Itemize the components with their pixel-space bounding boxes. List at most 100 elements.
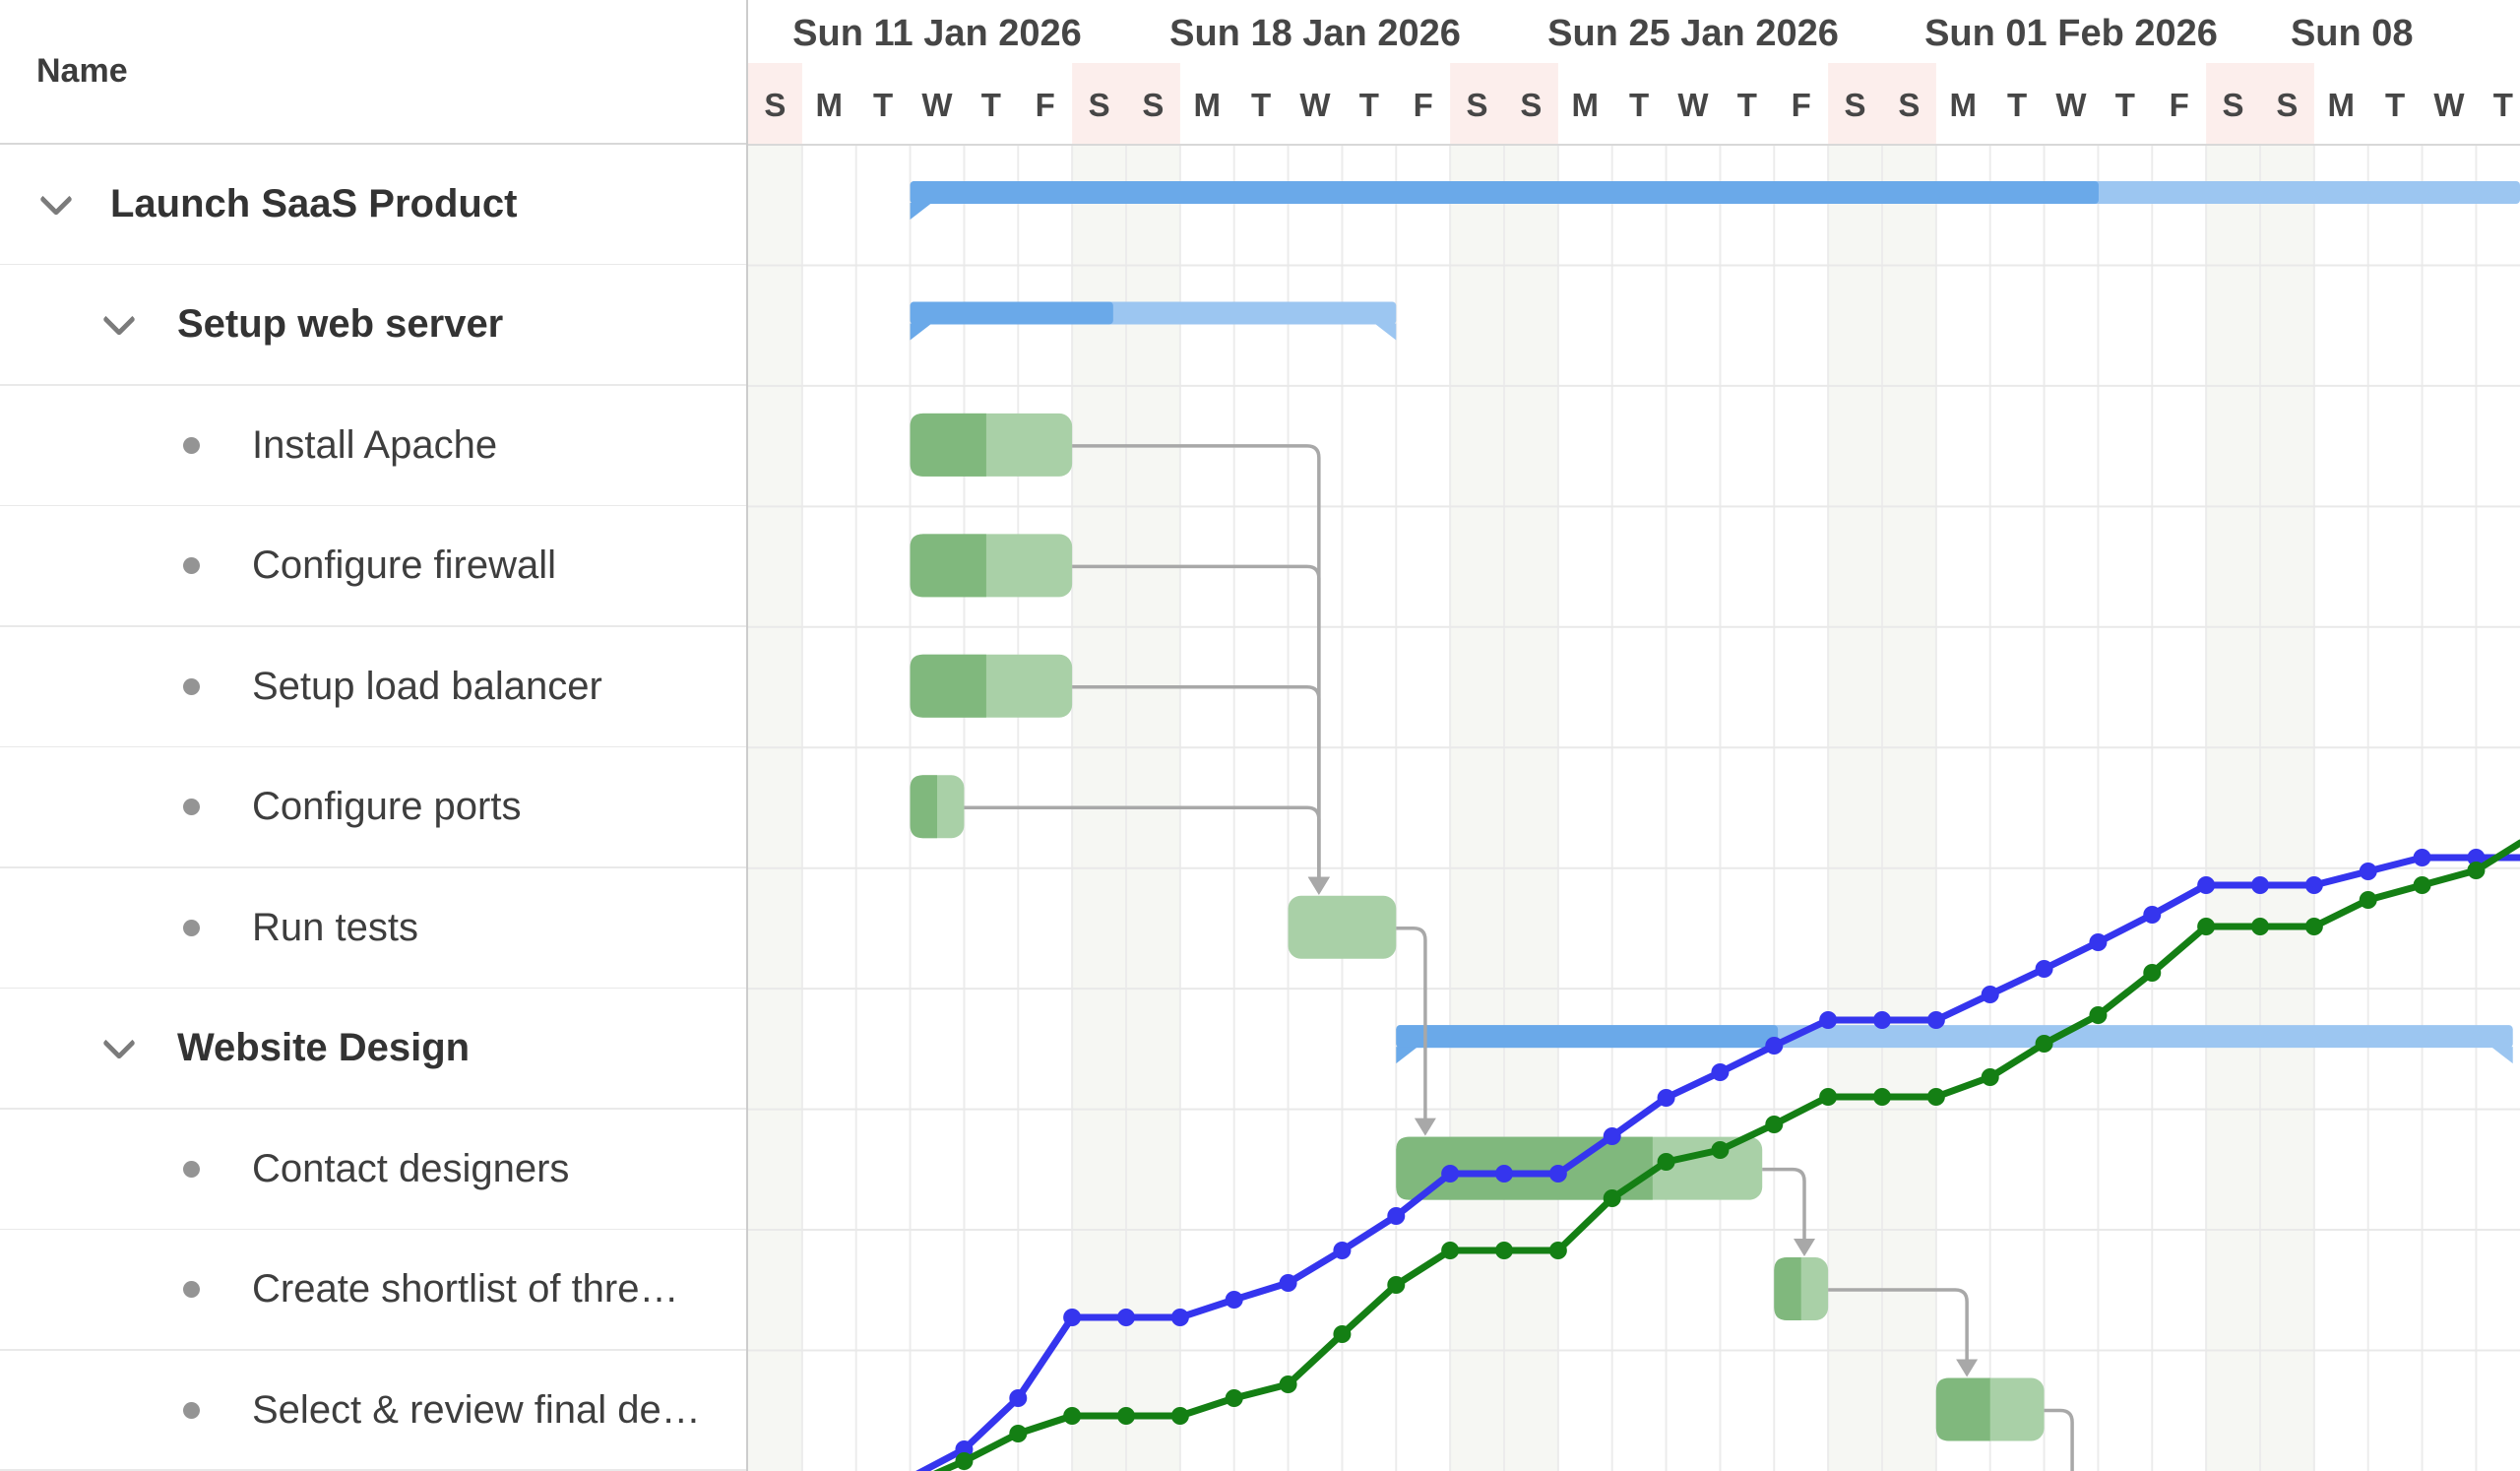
weekend-column-tint [1503,145,1558,1471]
task-label: Launch SaaS Product [110,182,518,225]
task-row-setup-web-server[interactable]: Setup web server [0,265,746,386]
progress-point-planned [1387,1207,1406,1225]
summary-bar-tail [1374,323,1397,341]
task-grid-panel: Name Launch SaaS Product Setup web serve… [0,0,748,1471]
chevron-down-icon[interactable] [102,301,136,336]
progress-point-actual [1063,1407,1082,1425]
weekend-column-tint [1881,145,1936,1471]
progress-point-planned [1333,1242,1352,1259]
progress-point-actual [1494,1242,1513,1259]
progress-point-actual [2250,918,2269,935]
weekend-header-tint [1450,63,1504,145]
weekend-column-tint [2206,145,2260,1471]
day-letter: W [2433,87,2465,123]
day-letter: M [1572,87,1600,123]
task-row-install-apache[interactable]: Install Apache [0,386,746,507]
weekend-header-tint [2259,63,2314,145]
task-row-contact-designers[interactable]: Contact designers [0,1110,746,1231]
bullet-icon [183,437,200,454]
summary-bar-progress [1396,1025,1779,1049]
progress-point-planned [2250,876,2269,894]
summary-bar-tail [2490,1047,2513,1064]
day-letter: S [1089,87,1110,123]
task-bar-progress [910,534,986,598]
summary-bar-progress [910,301,1113,325]
summary-bar-tail [1396,1047,1418,1064]
task-label: Create shortlist of thre… [252,1267,679,1311]
day-letter: T [1629,87,1649,123]
dependency-line [1072,685,1321,878]
summary-bar-tail [910,203,932,220]
dependency-arrow-icon [1956,1359,1979,1377]
progress-point-planned [2143,906,2162,924]
bullet-icon [183,1401,200,1419]
task-bar-progress [910,775,937,839]
task-row-launch-saas-product[interactable]: Launch SaaS Product [0,145,746,266]
day-letter: F [2170,87,2189,123]
task-label: Website Design [177,1026,471,1069]
progress-point-planned [1981,986,1999,1003]
progress-point-planned [1063,1309,1082,1326]
day-letter: T [2493,87,2513,123]
progress-point-planned [2304,876,2323,894]
week-header-label: Sun 25 Jan 2026 [1547,13,1839,54]
progress-point-planned [1116,1309,1135,1326]
weekend-header-tint [1072,63,1126,145]
task-row-setup-load-balancer[interactable]: Setup load balancer [0,627,746,748]
task-bar-progress [910,654,986,718]
day-letter: F [1036,87,1055,123]
weekend-header-tint [2206,63,2260,145]
day-letter: S [1898,87,1920,123]
progress-point-planned [1657,1089,1675,1107]
progress-point-actual [1765,1116,1784,1133]
progress-point-actual [2359,891,2377,909]
task-row-run-tests[interactable]: Run tests [0,868,746,990]
progress-point-actual [1603,1189,1621,1207]
progress-point-planned [1170,1309,1189,1326]
day-letter: F [1414,87,1433,123]
day-letter: W [2055,87,2087,123]
task-row-configure-firewall[interactable]: Configure firewall [0,506,746,627]
progress-point-planned [1279,1274,1297,1292]
task-bar[interactable] [1288,895,1397,959]
progress-point-planned [2359,863,2377,880]
progress-point-actual [1872,1088,1891,1106]
task-bar-progress [1935,1377,1990,1441]
progress-point-actual [955,1452,974,1470]
dependency-line [1762,1167,1806,1241]
chevron-down-icon[interactable] [39,181,73,216]
progress-point-actual [1009,1425,1028,1442]
weekend-column-tint [1828,145,1882,1471]
task-row-configure-ports[interactable]: Configure ports [0,747,746,868]
day-letter: S [1467,87,1488,123]
weekend-header-tint [1828,63,1882,145]
bullet-icon [183,799,200,815]
bullet-icon [183,557,200,574]
day-letter: T [2007,87,2027,123]
progress-point-actual [1170,1407,1189,1425]
day-letter: S [1845,87,1866,123]
day-letter: W [1677,87,1709,123]
progress-point-actual [2035,1035,2053,1053]
progress-point-planned [2197,876,2216,894]
week-header-label: Sun 08 [2291,13,2414,54]
dependency-line [2044,1408,2074,1471]
progress-point-actual [1926,1088,1945,1106]
progress-point-planned [2413,849,2431,866]
week-header-label: Sun 01 Feb 2026 [1924,13,2218,54]
progress-point-planned [1494,1165,1513,1183]
dependency-arrow-icon [1794,1239,1816,1257]
day-letter: T [1737,87,1757,123]
dependency-arrow-icon [1414,1118,1436,1136]
task-bar-progress [910,413,986,477]
task-label: Configure firewall [252,544,557,587]
task-row-select-review[interactable]: Select & review final de… [0,1351,746,1471]
progress-point-planned [1548,1165,1567,1183]
weekend-header-tint [748,63,802,145]
progress-point-actual [2197,918,2216,935]
chevron-down-icon[interactable] [102,1025,136,1059]
task-row-website-design[interactable]: Website Design [0,989,746,1110]
dependency-line [1396,926,1427,1119]
task-row-create-shortlist[interactable]: Create shortlist of thre… [0,1230,746,1351]
grid-header: Name [0,0,746,145]
